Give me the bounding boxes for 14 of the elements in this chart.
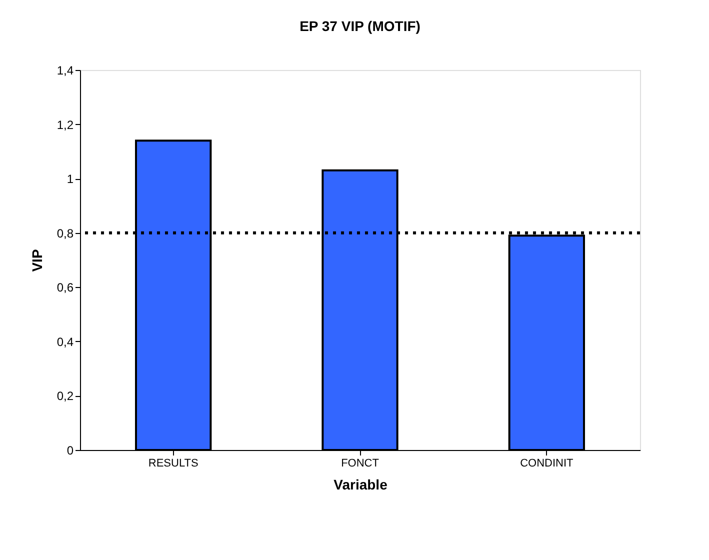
y-tick-label: 1,4 [56, 64, 74, 78]
x-tick-label: RESULTS [148, 458, 198, 470]
y-tick-label: 0 [66, 444, 74, 458]
y-tick-label: 0,4 [56, 334, 74, 349]
x-tick-label: FONCT [341, 458, 380, 470]
y-tick-label: 0,2 [56, 389, 74, 404]
y-tick-label: 1,2 [56, 118, 74, 132]
y-axis-title: VIP [28, 249, 45, 272]
y-tick-label: 0,8 [56, 226, 74, 240]
chart-title: EP 37 VIP (MOTIF) [300, 18, 420, 34]
x-tick-label: CONDINIT [520, 458, 574, 470]
x-axis-title: Variable [334, 476, 388, 492]
y-tick-label: 1 [66, 172, 74, 186]
y-tick-label: 0,6 [56, 280, 74, 295]
